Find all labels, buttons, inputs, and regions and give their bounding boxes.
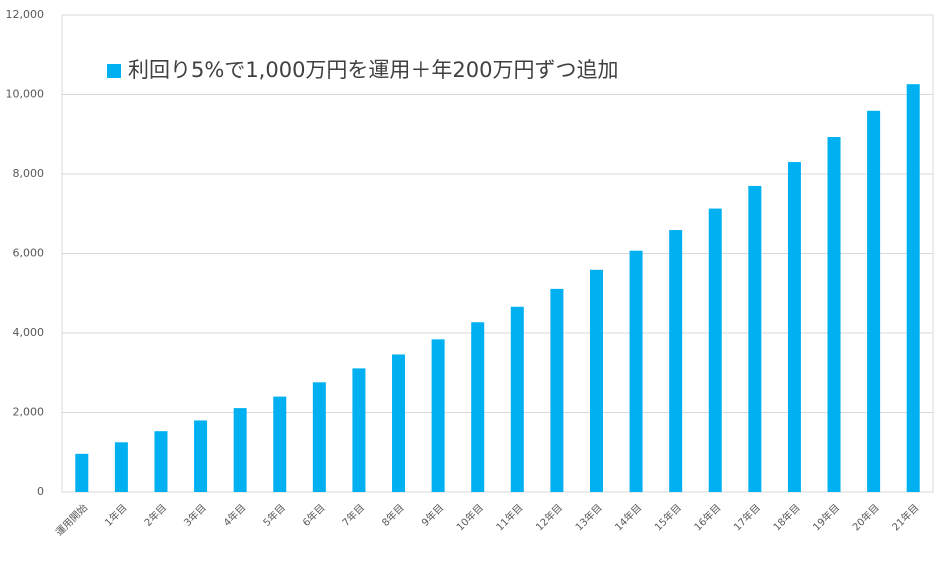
y-tick-label: 8,000 [13,167,45,180]
x-tick-label: 11年目 [493,501,525,533]
bar [550,288,564,492]
x-tick-label: 19年目 [810,501,842,533]
bar [392,354,406,492]
x-tick-label: 9年目 [419,501,447,529]
y-tick-label: 12,000 [6,8,45,21]
x-tick-label: 7年目 [339,501,367,529]
x-tick-label: 12年目 [533,501,565,533]
bar [787,162,801,492]
y-tick-label: 2,000 [13,406,45,419]
x-tick-label: 運用開始 [53,501,90,538]
bar [748,185,762,493]
bar [708,208,722,492]
bar [75,453,89,492]
bar [154,431,168,492]
bar [273,396,287,492]
x-tick-label: 20年目 [850,501,882,533]
legend-swatch [107,64,121,78]
bar [827,137,841,492]
x-tick-label: 13年目 [572,501,604,533]
x-tick-label: 2年目 [141,501,169,529]
x-tick-label: 18年目 [770,501,802,533]
bar [312,382,326,492]
x-tick-label: 16年目 [691,501,723,533]
bar [906,84,920,492]
legend-label: 利回り5%で1,000万円を運用＋年200万円ずつ追加 [128,58,619,82]
bar [867,110,881,493]
x-tick-label: 4年目 [221,501,249,529]
y-tick-label: 6,000 [13,247,45,260]
bar [114,442,128,492]
x-tick-label: 1年目 [102,501,130,529]
x-tick-label: 3年目 [181,501,209,529]
x-tick-label: 6年目 [300,501,328,529]
bar [629,250,643,492]
x-tick-label: 17年目 [731,501,763,533]
x-tick-label: 14年目 [612,501,644,533]
bar [669,230,683,493]
y-tick-label: 4,000 [13,326,45,339]
bar [589,269,603,492]
x-tick-label: 15年目 [652,501,684,533]
bar [471,322,485,492]
x-tick-label: 5年目 [260,501,288,529]
y-tick-label: 0 [37,485,44,498]
bar [233,408,247,492]
bar [194,420,208,492]
bar [352,368,366,492]
bar [510,306,524,492]
y-tick-label: 10,000 [6,88,45,101]
x-tick-label: 10年目 [454,501,486,533]
x-tick-label: 8年目 [379,501,407,529]
x-tick-label: 21年目 [889,501,921,533]
bar [431,339,445,492]
